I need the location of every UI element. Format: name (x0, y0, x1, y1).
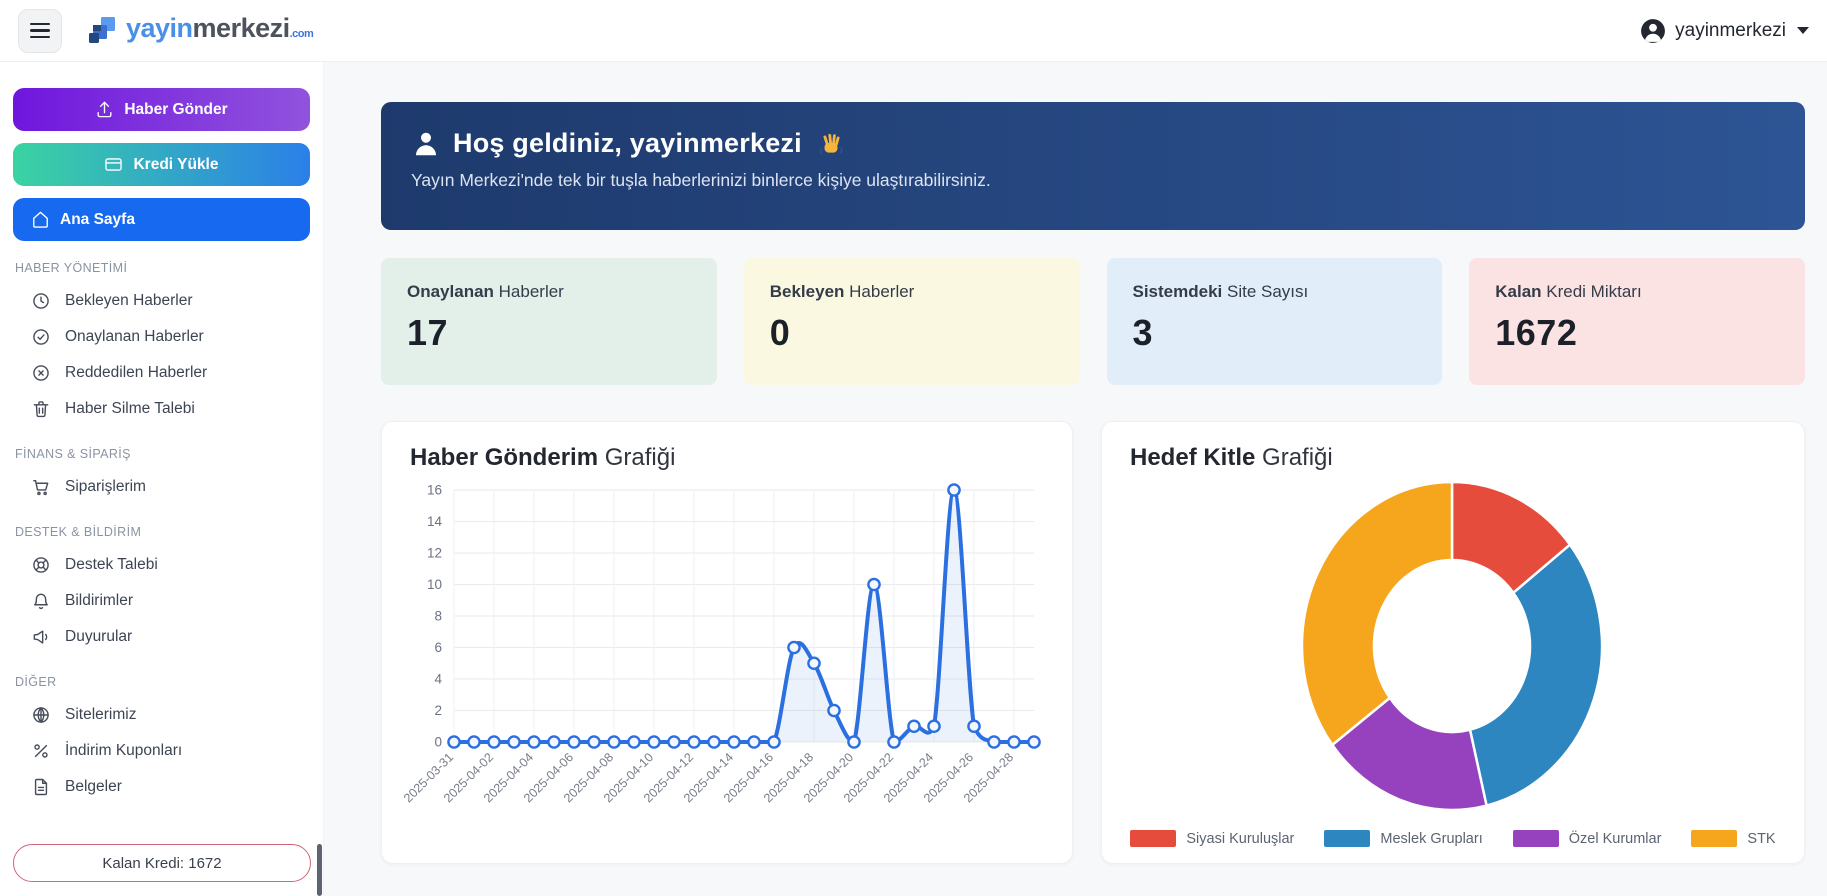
svg-text:6: 6 (434, 640, 442, 655)
x-circle-icon (31, 363, 51, 383)
stat-card-onaylanan: Onaylanan Haberler 17 (381, 258, 717, 385)
svg-text:12: 12 (427, 546, 442, 561)
user-name: yayinmerkezi (1675, 19, 1786, 41)
svg-text:16: 16 (427, 483, 442, 498)
sidebar-item-sipari-lerim[interactable]: Siparişlerim (13, 469, 310, 505)
svg-text:2: 2 (434, 703, 442, 718)
sidebar-nav: HABER YÖNETİMİ Bekleyen Haberler Onaylanan… (13, 261, 310, 805)
main-content: Hoş geldiniz, yayinmerkezi Yayın Merkezi… (324, 62, 1827, 896)
target-audience-donut-chart[interactable] (1124, 476, 1780, 818)
stats-row: Onaylanan Haberler 17 Bekleyen Haberler 0 Si… (381, 258, 1805, 385)
bell-icon (31, 591, 51, 611)
sidebar-scrollbar[interactable] (317, 844, 322, 896)
legend-swatch (1130, 830, 1177, 847)
svg-text:8: 8 (434, 609, 442, 624)
nav-section-title: DESTEK & BİLDİRİM (15, 525, 142, 539)
home-icon (31, 210, 50, 229)
action-button-kredi-y-kle[interactable]: Kredi Yükle (13, 143, 310, 186)
waving-hand-icon (819, 133, 843, 154)
svg-text:4: 4 (434, 672, 442, 687)
sidebar-item-bekleyen-haberler[interactable]: Bekleyen Haberler (13, 283, 310, 319)
globe-icon (31, 705, 51, 725)
stat-card-sistemdeki: Sistemdeki Site Sayısı 3 (1106, 258, 1443, 385)
sidebar-item-bildirimler[interactable]: Bildirimler (13, 583, 310, 619)
legend-swatch (1324, 830, 1371, 847)
clock-icon (31, 291, 51, 311)
nav-section-title: DİĞER (15, 675, 57, 689)
donut-legend: Siyasi Kuruluşlar Meslek Grupları Özel Kur… (1102, 830, 1804, 847)
nav-section-title: FİNANS & SİPARİŞ (15, 447, 131, 461)
brand-logo[interactable]: yayinmerkezi.com (84, 9, 314, 53)
chevron-down-icon (1797, 27, 1809, 34)
svg-text:0: 0 (434, 735, 442, 750)
stat-value: 1672 (1495, 312, 1578, 353)
stat-value: 17 (407, 312, 449, 353)
stat-label: Onaylanan Haberler (407, 282, 564, 301)
brand-word-secondary: merkezi (192, 12, 291, 43)
stat-label: Bekleyen Haberler (769, 282, 915, 301)
line-chart-title: Haber Gönderim Grafiği (410, 444, 676, 471)
stat-label: Kalan Kredi Miktarı (1495, 282, 1642, 301)
sidebar-item-destek-talebi[interactable]: Destek Talebi (13, 547, 310, 583)
credit-card-icon (104, 155, 123, 174)
logo-squares-icon (89, 16, 115, 43)
user-avatar-icon (1641, 18, 1666, 43)
sidebar: Haber Gönder Kredi Yükle Ana Sayfa HABER Y… (0, 62, 324, 896)
welcome-title: Hoş geldiniz, yayinmerkezi (453, 128, 802, 158)
legend-item-siyasi-kurulu-lar[interactable]: Siyasi Kuruluşlar (1130, 830, 1294, 847)
megaphone-icon (31, 627, 51, 647)
person-icon (416, 132, 436, 155)
remaining-credit-pill[interactable]: Kalan Kredi: 1672 (13, 844, 311, 882)
file-icon (31, 777, 51, 797)
trash-icon (31, 399, 51, 419)
svg-text:10: 10 (427, 577, 442, 592)
news-send-chart-card: Haber Gönderim Grafiği 0 2 4 6 8 10 12 14 16 2025… (381, 421, 1073, 864)
top-bar: yayinmerkezi.com yayinmerkezi (0, 0, 1827, 62)
news-send-line-chart[interactable]: 02468101214162025-03-312025-04-022025-04… (401, 476, 1050, 841)
menu-icon (30, 22, 50, 26)
percent-icon (31, 741, 51, 761)
menu-toggle-button[interactable] (18, 8, 62, 53)
svg-text:14: 14 (427, 514, 443, 529)
welcome-banner: Hoş geldiniz, yayinmerkezi Yayın Merkezi… (381, 102, 1805, 230)
stat-value: 0 (769, 312, 791, 353)
sidebar-item-haber-silme-talebi[interactable]: Haber Silme Talebi (13, 391, 310, 427)
welcome-subtitle: Yayın Merkezi'nde tek bir tuşla haberler… (411, 170, 991, 190)
donut-chart-title: Hedef Kitle Grafiği (1130, 444, 1333, 471)
legend-swatch (1512, 830, 1559, 847)
upload-icon (95, 100, 114, 119)
legend-swatch (1691, 830, 1738, 847)
life-buoy-icon (31, 555, 51, 575)
brand-tld: .com (289, 27, 314, 40)
sidebar-item-i-ndirim-kuponlar-[interactable]: İndirim Kuponları (13, 733, 310, 769)
stat-label: Sistemdeki Site Sayısı (1132, 282, 1309, 301)
stat-card-kalan: Kalan Kredi Miktarı 1672 (1469, 258, 1805, 385)
brand-word-primary: yayin (126, 12, 193, 43)
user-menu[interactable]: yayinmerkezi (1640, 18, 1809, 44)
action-button-haber-g-nder[interactable]: Haber Gönder (13, 88, 310, 131)
stat-card-bekleyen: Bekleyen Haberler 0 (743, 258, 1080, 385)
sidebar-item-reddedilen-haberler[interactable]: Reddedilen Haberler (13, 355, 310, 391)
stat-value: 3 (1132, 312, 1154, 353)
sidebar-item-sitelerimiz[interactable]: Sitelerimiz (13, 697, 310, 733)
sidebar-item-onaylanan-haberler[interactable]: Onaylanan Haberler (13, 319, 310, 355)
target-audience-chart-card: Hedef Kitle Grafiği Siyasi Kuruluşlar Mes… (1101, 421, 1805, 864)
legend-item-stk[interactable]: STK (1691, 830, 1776, 847)
action-button-ana-sayfa[interactable]: Ana Sayfa (13, 198, 310, 241)
sidebar-item-duyurular[interactable]: Duyurular (13, 619, 310, 655)
nav-section-title: HABER YÖNETİMİ (15, 261, 128, 275)
sidebar-item-belgeler[interactable]: Belgeler (13, 769, 310, 805)
cart-icon (31, 477, 51, 497)
legend-item--zel-kurumlar[interactable]: Özel Kurumlar (1512, 830, 1661, 847)
legend-item-meslek-gruplar-[interactable]: Meslek Grupları (1324, 830, 1483, 847)
check-circle-icon (31, 327, 51, 347)
